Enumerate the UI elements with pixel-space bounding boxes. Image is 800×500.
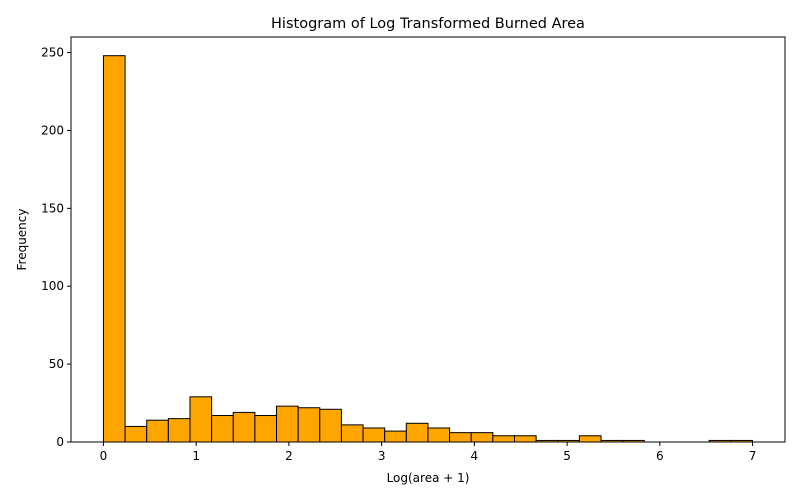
bars-group	[102, 55, 753, 443]
x-tick-label: 5	[563, 449, 571, 463]
histogram-bar	[470, 432, 494, 443]
x-tick-label: 6	[656, 449, 664, 463]
y-tick-label: 150	[41, 201, 64, 215]
y-axis-label: Frequency	[15, 209, 29, 271]
histogram-bar	[513, 435, 537, 443]
x-tick-label: 1	[192, 449, 200, 463]
histogram-bar	[384, 430, 407, 443]
x-tick-label: 4	[471, 449, 479, 463]
y-tick-label: 200	[41, 123, 64, 137]
histogram-bar	[146, 419, 169, 443]
histogram-bar	[492, 435, 515, 443]
histogram-bar	[319, 408, 342, 443]
histogram-bar	[102, 55, 126, 443]
y-tick-label: 50	[49, 357, 64, 371]
histogram-bar	[211, 415, 234, 443]
histogram-bar	[340, 424, 364, 443]
plot-frame	[70, 36, 786, 443]
x-tick-label: 0	[100, 449, 108, 463]
x-axis-label: Log(area + 1)	[387, 471, 470, 485]
histogram-bar	[167, 418, 191, 443]
y-tick-label: 250	[41, 46, 64, 60]
histogram-bar	[449, 432, 472, 443]
x-tick-label: 7	[749, 449, 757, 463]
y-tick-label: 0	[56, 435, 64, 449]
histogram-bar	[232, 411, 256, 443]
histogram-bar	[362, 427, 386, 443]
histogram-bar	[297, 407, 321, 443]
histogram-bar	[276, 405, 299, 443]
histogram-bar	[254, 415, 278, 443]
y-axis-ticks: 0 50 100 150 200 250	[41, 46, 71, 449]
histogram-bar	[124, 425, 148, 443]
x-tick-label: 2	[285, 449, 293, 463]
histogram-bar	[578, 435, 602, 443]
histogram-bar	[189, 396, 213, 443]
histogram-bar	[427, 427, 451, 443]
x-axis-ticks: 0 1 2 3 4 5 6 7	[100, 442, 757, 463]
y-tick-label: 100	[41, 279, 64, 293]
histogram-bar	[405, 422, 429, 443]
chart-title: Histogram of Log Transformed Burned Area	[271, 16, 585, 32]
x-tick-label: 3	[378, 449, 386, 463]
